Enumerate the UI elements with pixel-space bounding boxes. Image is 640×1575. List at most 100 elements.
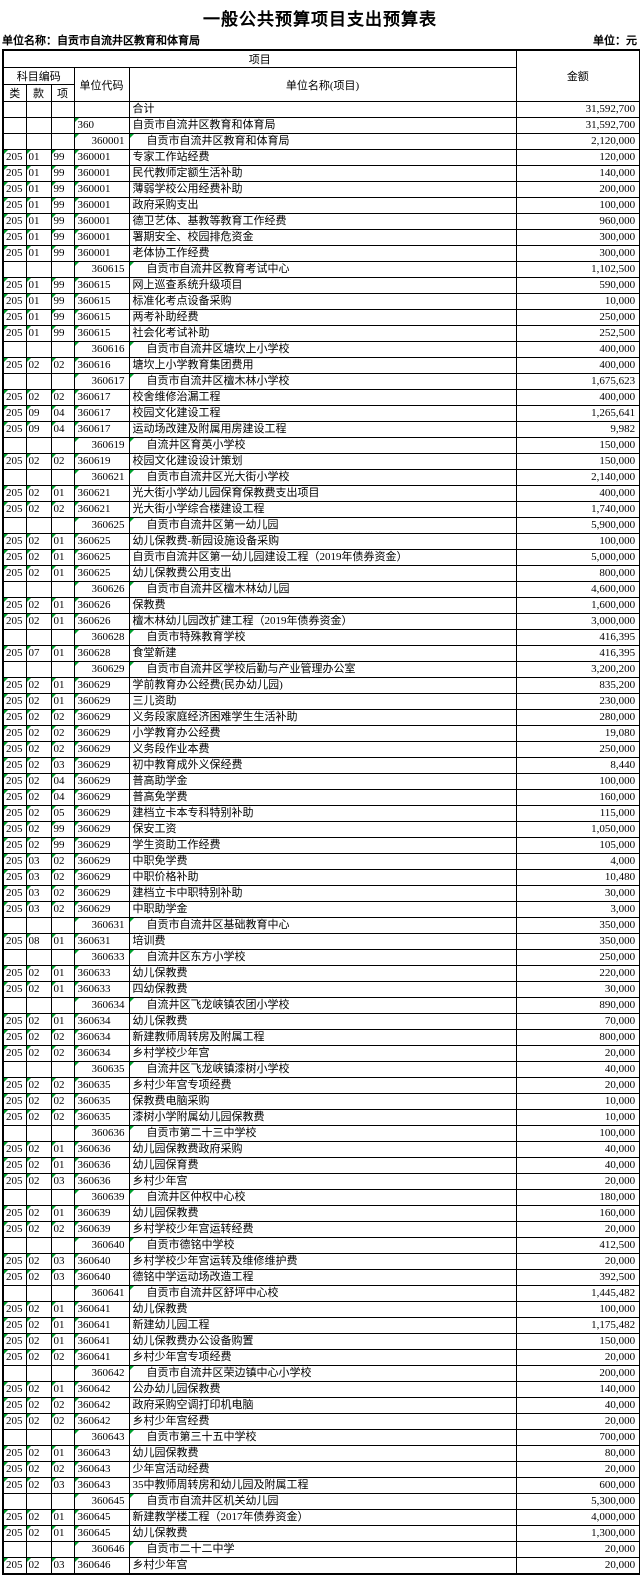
table-row: 205 02 02 360629 义务段家庭经济困难学生生活补助 280,000: [2, 709, 640, 726]
cell-class: 205: [2, 933, 27, 950]
table-row: 205 09 04 360617 校园文化建设工程 1,265,641: [2, 405, 640, 422]
cell-amount: 1,265,641: [515, 405, 640, 422]
table-row: 205 02 02 360635 乡村少年宫专项经费 20,000: [2, 1077, 640, 1094]
cell-unit-name: 新建教学楼工程（2017年债券资金）: [128, 1509, 517, 1526]
table-row: 205 03 02 360629 中职免学费 4,000: [2, 853, 640, 870]
cell-unit-code: 360642: [73, 1365, 130, 1382]
cell-unit-name: 建档立卡本专科特别补助: [128, 805, 517, 822]
cell-class: 205: [2, 533, 27, 550]
cell-amount: 140,000: [515, 165, 640, 182]
cell-unit-code: 360631: [73, 917, 130, 934]
table-row: 205 02 02 360619 校园文化建设设计策划 150,000: [2, 453, 640, 470]
cell-unit-name: 学前教育办公经费(民办幼儿园): [128, 677, 517, 694]
cell-item: 02: [50, 1413, 75, 1430]
cell-item: 01: [50, 597, 75, 614]
cell-unit-name: 自贡市自流井区机关幼儿园: [128, 1493, 517, 1510]
table-row: 205 01 99 360001 德卫艺体、基教等教育工作经费 960,000: [2, 213, 640, 230]
cell-class: 205: [2, 1333, 27, 1350]
cell-unit-code: 360629: [73, 901, 130, 918]
cell-section: 02: [25, 1141, 52, 1158]
cell-unit-name: 校园文化建设设计策划: [128, 453, 517, 470]
cell-section: [25, 629, 52, 646]
cell-class: 205: [2, 197, 27, 214]
cell-amount: 250,000: [515, 309, 640, 326]
cell-amount: 5,300,000: [515, 1493, 640, 1510]
cell-unit-code: 360626: [73, 613, 130, 630]
cell-unit-name: 义务段家庭经济困难学生生活补助: [128, 709, 517, 726]
cell-amount: 300,000: [515, 229, 640, 246]
cell-class: 205: [2, 1317, 27, 1334]
cell-amount: 10,480: [515, 869, 640, 886]
cell-item: [50, 1493, 75, 1510]
cell-section: 02: [25, 1157, 52, 1174]
table-row: 205 02 03 360636 乡村少年宫 20,000: [2, 1173, 640, 1190]
cell-class: 205: [2, 485, 27, 502]
cell-unit-code: 360615: [73, 293, 130, 310]
cell-section: 02: [25, 677, 52, 694]
cell-unit-name: 幼儿保教费-新园设施设备采购: [128, 533, 517, 550]
cell-unit-code: 360629: [73, 725, 130, 742]
cell-amount: 960,000: [515, 213, 640, 230]
cell-amount: 31,592,700: [515, 117, 640, 134]
cell-unit-code: 360641: [73, 1285, 130, 1302]
cell-item: 02: [50, 709, 75, 726]
cell-amount: 252,500: [515, 325, 640, 342]
cell-class: 205: [2, 965, 27, 982]
cell-class: 205: [2, 1157, 27, 1174]
table-row: 205 02 01 360629 三儿资助 230,000: [2, 693, 640, 710]
cell-item: [50, 1365, 75, 1382]
cell-item: 01: [50, 533, 75, 550]
table-row: 205 02 01 360625 幼儿保教费公用支出 800,000: [2, 565, 640, 582]
cell-amount: 20,000: [515, 1221, 640, 1238]
cell-item: [50, 997, 75, 1014]
cell-unit-code: 360629: [73, 757, 130, 774]
cell-class: 205: [2, 693, 27, 710]
table-row: 205 02 01 360625 幼儿保教费-新园设施设备采购 100,000: [2, 533, 640, 550]
table-row: 360634 自流井区飞龙峡镇农团小学校 890,000: [2, 997, 640, 1014]
cell-class: 205: [2, 821, 27, 838]
cell-item: 99: [50, 149, 75, 166]
cell-amount: 5,000,000: [515, 549, 640, 566]
cell-amount: 40,000: [515, 1141, 640, 1158]
table-row: 205 02 01 360641 幼儿保教费办公设备购置 150,000: [2, 1333, 640, 1350]
cell-amount: 19,080: [515, 725, 640, 742]
cell-section: 02: [25, 725, 52, 742]
cell-class: 205: [2, 421, 27, 438]
cell-section: 02: [25, 1045, 52, 1062]
cell-class: [2, 629, 27, 646]
cell-unit-name: 中职免学费: [128, 853, 517, 870]
cell-unit-code: 360643: [73, 1445, 130, 1462]
cell-amount: 100,000: [515, 1301, 640, 1318]
table-row: 205 02 01 360621 光大街小学幼儿园保育保教费支出项目 400,0…: [2, 485, 640, 502]
header-class: 类: [2, 84, 27, 102]
cell-section: 01: [25, 165, 52, 182]
cell-item: 02: [50, 901, 75, 918]
table-row: 205 03 02 360629 建档立卡中职特别补助 30,000: [2, 885, 640, 902]
cell-amount: 40,000: [515, 1157, 640, 1174]
cell-item: 01: [50, 565, 75, 582]
cell-item: 02: [50, 741, 75, 758]
cell-class: [2, 1125, 27, 1142]
table-row: 360621 自贡市自流井区光大街小学校 2,140,000: [2, 469, 640, 486]
cell-section: 02: [25, 1173, 52, 1190]
cell-item: [50, 949, 75, 966]
cell-class: 205: [2, 357, 27, 374]
cell-unit-code: 360628: [73, 645, 130, 662]
cell-unit-code: 360642: [73, 1413, 130, 1430]
unit-name-label: 单位名称：: [2, 35, 57, 47]
cell-unit-code: 360001: [73, 133, 130, 150]
cell-unit-code: 360001: [73, 165, 130, 182]
table-row: 205 02 01 360626 檀木林幼儿园改扩建工程（2019年债券资金） …: [2, 613, 640, 630]
cell-amount: 31,592,700: [515, 101, 640, 118]
cell-item: 99: [50, 181, 75, 198]
cell-unit-code: 360634: [73, 1013, 130, 1030]
cell-item: [50, 1061, 75, 1078]
cell-unit-code: 360629: [73, 805, 130, 822]
cell-item: [50, 1541, 75, 1558]
table-row: 205 02 01 360633 四幼保教费 30,000: [2, 981, 640, 998]
table-row: 205 02 01 360636 幼儿园保育费 40,000: [2, 1157, 640, 1174]
cell-section: 02: [25, 709, 52, 726]
cell-unit-code: 360625: [73, 533, 130, 550]
cell-section: [25, 117, 52, 134]
table-row: 205 03 02 360629 中职助学金 3,000: [2, 901, 640, 918]
